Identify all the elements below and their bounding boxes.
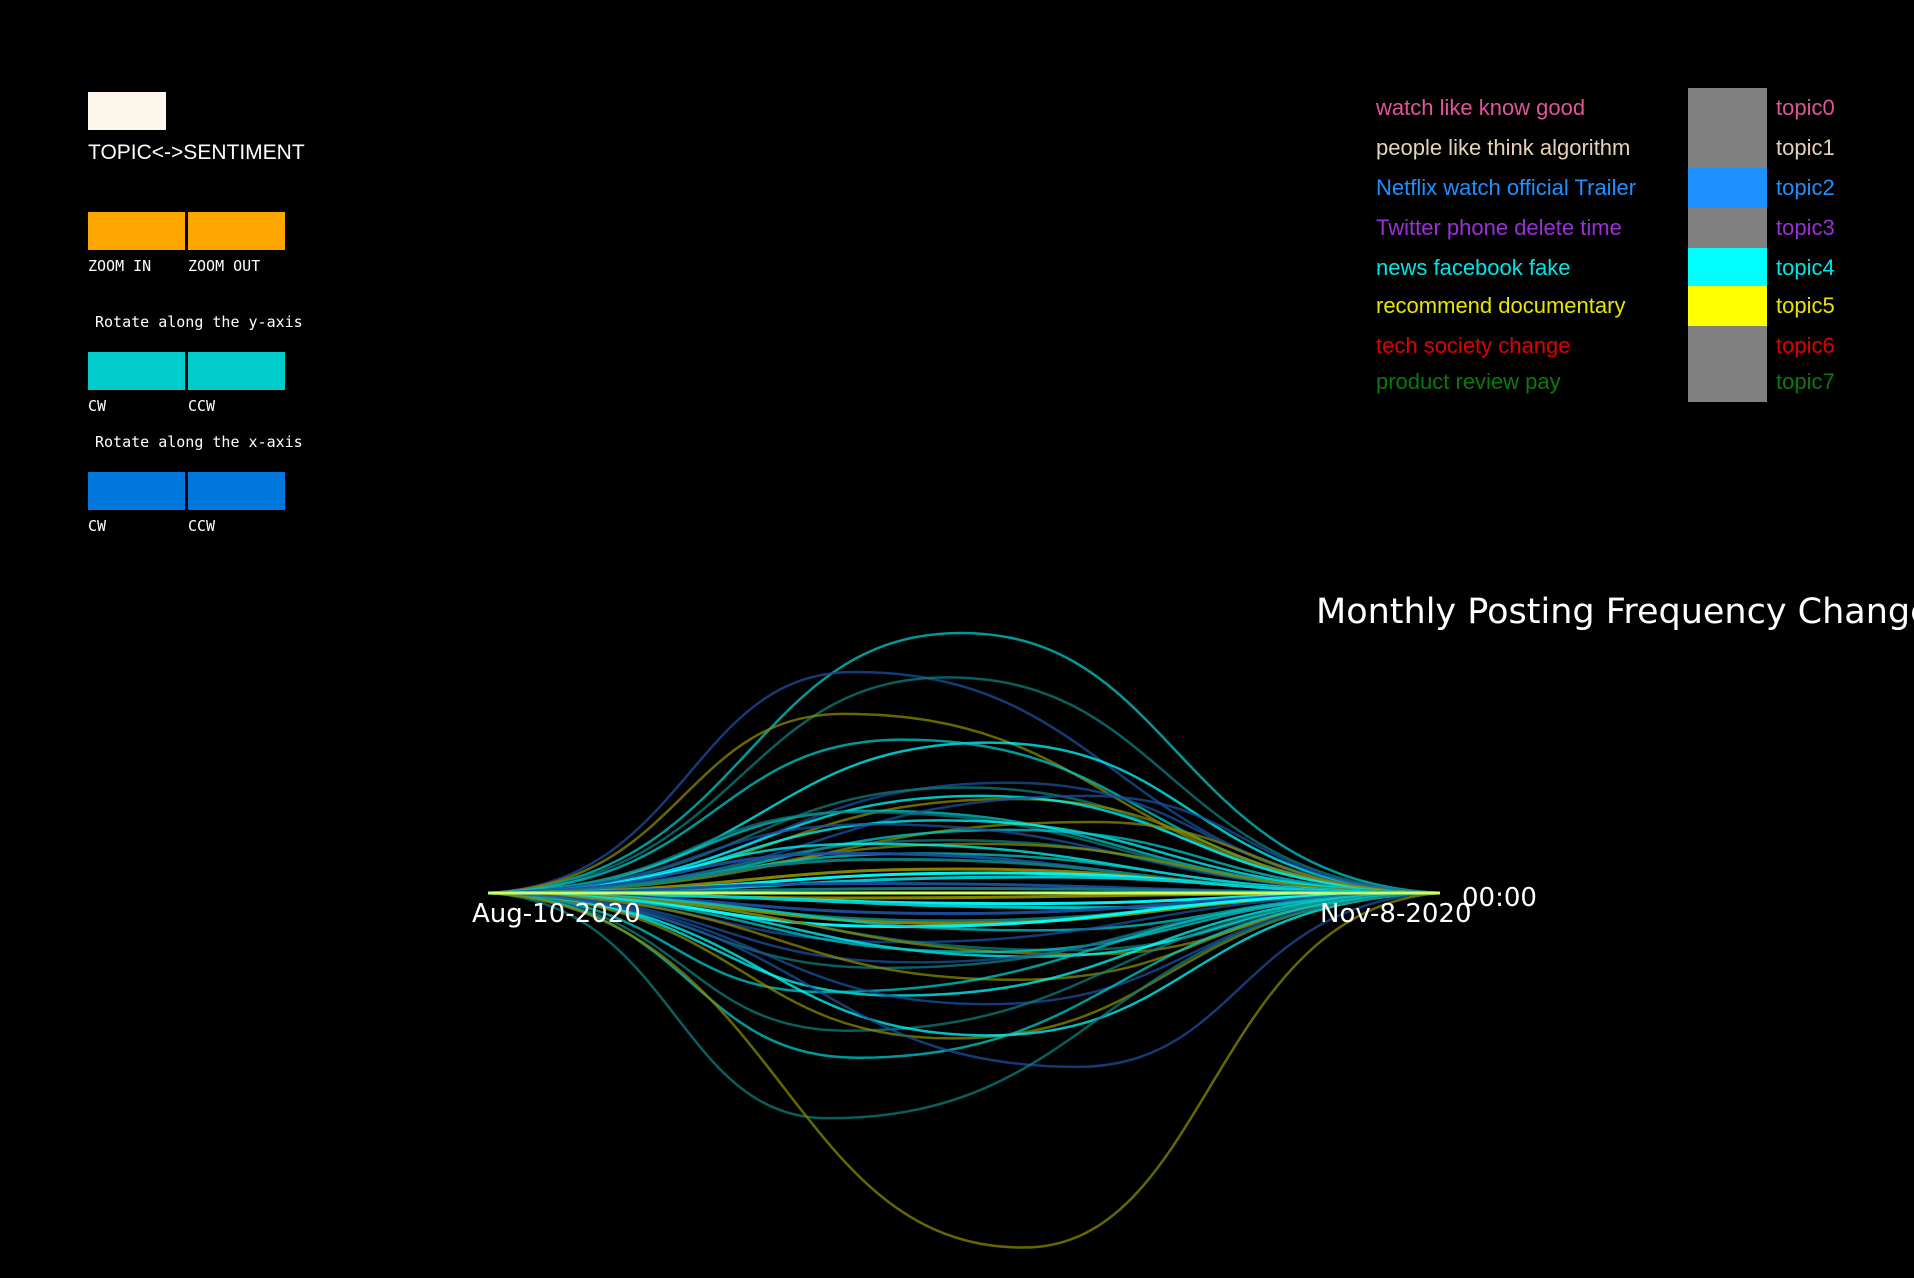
legend-topic-topic0: topic0 <box>1776 95 1835 120</box>
legend-swatch-topic2[interactable] <box>1688 168 1767 208</box>
frequency-curve <box>487 670 1441 895</box>
frequency-curve <box>487 891 1441 1069</box>
legend-topic-topic1: topic1 <box>1776 135 1835 160</box>
legend-swatch-topic7[interactable] <box>1688 362 1767 402</box>
legend-words-topic3: Twitter phone delete time <box>1376 215 1622 240</box>
legend-topic-topic4: topic4 <box>1776 255 1835 280</box>
legend-swatch-topic0[interactable] <box>1688 88 1767 128</box>
frequency-curve <box>487 891 1441 1006</box>
frequency-curve <box>487 891 1441 915</box>
frequency-curve <box>487 820 1441 895</box>
frequency-curve <box>487 794 1441 895</box>
chart-title: Monthly Posting Frequency Change <box>1316 592 1914 632</box>
frequency-curve <box>487 891 1441 1037</box>
legend-swatch-topic1[interactable] <box>1688 128 1767 168</box>
zoom-in-button[interactable] <box>88 212 185 250</box>
legend-swatch-topic5[interactable] <box>1688 286 1767 326</box>
rotate-y-cw-label: CW <box>88 397 107 415</box>
frequency-curve <box>487 891 1441 1120</box>
topic-sentiment-toggle-button[interactable] <box>88 92 166 130</box>
legend-topic-topic5: topic5 <box>1776 293 1835 318</box>
frequency-curve <box>487 712 1441 895</box>
legend-swatch-topic4[interactable] <box>1688 248 1767 288</box>
x-end-label: Nov-8-2020 <box>1320 899 1472 929</box>
rotate-x-heading: Rotate along the x-axis <box>95 433 303 451</box>
zoom-out-button[interactable] <box>188 212 285 250</box>
legend-topic-topic2: topic2 <box>1776 175 1835 200</box>
legend-words-topic4: news facebook fake <box>1376 255 1571 280</box>
rotate-y-cw-button[interactable] <box>88 352 185 390</box>
rotate-y-ccw-label: CCW <box>188 397 216 415</box>
frequency-curve <box>487 891 1441 1040</box>
legend-words-topic6: tech society change <box>1376 333 1571 358</box>
legend-words-topic7: product review pay <box>1376 369 1561 394</box>
rotate-x-ccw-label: CCW <box>188 517 216 535</box>
zoom-out-label: ZOOM OUT <box>188 257 261 275</box>
frequency-curves <box>487 631 1441 1249</box>
rotate-y-ccw-button[interactable] <box>188 352 285 390</box>
rotate-y-heading: Rotate along the y-axis <box>95 313 303 331</box>
x-start-label: Aug-10-2020 <box>472 899 641 929</box>
legend-words-topic5: recommend documentary <box>1376 293 1626 318</box>
legend-words-topic2: Netflix watch official Trailer <box>1376 175 1637 200</box>
frequency-curve <box>487 631 1441 895</box>
frequency-curve <box>487 891 1441 994</box>
rotate-x-cw-button[interactable] <box>88 472 185 510</box>
rotate-x-ccw-button[interactable] <box>188 472 285 510</box>
frequency-curve <box>487 891 1441 1249</box>
topic-sentiment-label: TOPIC<->SENTIMENT <box>88 141 305 164</box>
frequency-curve <box>487 891 1441 997</box>
legend-swatch-topic6[interactable] <box>1688 326 1767 366</box>
legend-topic-topic7: topic7 <box>1776 369 1835 394</box>
legend-topic-topic3: topic3 <box>1776 215 1835 240</box>
legend-words-topic0: watch like know good <box>1376 95 1586 120</box>
frequency-curve <box>487 676 1441 895</box>
legend-words-topic1: people like think algorithm <box>1376 135 1631 160</box>
frequency-curve <box>487 891 1441 954</box>
time-label: 00:00 <box>1462 883 1537 913</box>
legend-topic-topic6: topic6 <box>1776 333 1835 358</box>
legend-swatch-topic3[interactable] <box>1688 208 1767 248</box>
rotate-x-cw-label: CW <box>88 517 107 535</box>
zoom-in-label: ZOOM IN <box>88 257 152 275</box>
